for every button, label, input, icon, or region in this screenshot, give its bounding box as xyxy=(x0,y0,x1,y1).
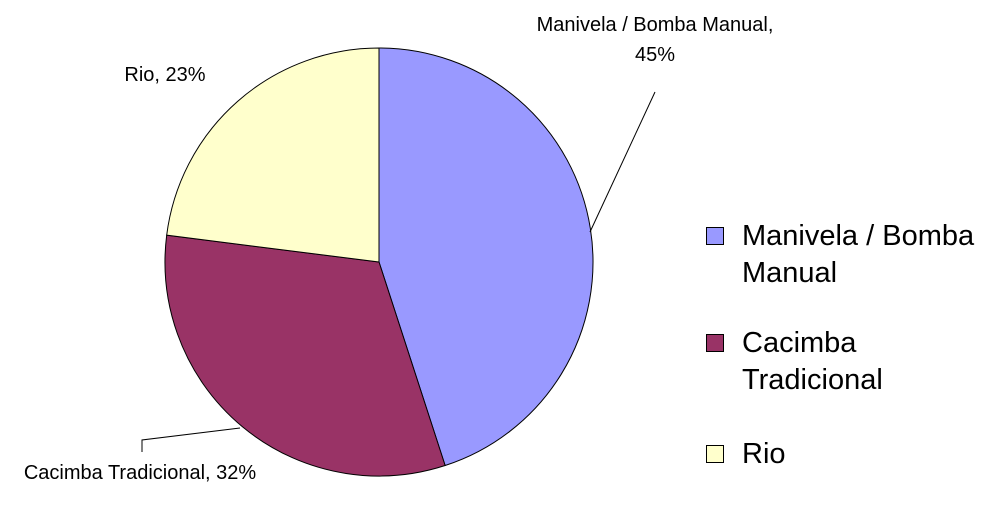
data-label: Manivela / Bomba Manual, 45% xyxy=(536,14,774,66)
data-label: Cacimba Tradicional, 32% xyxy=(23,462,257,484)
pie xyxy=(164,47,594,477)
legend-item: Cacimba Tradicional xyxy=(706,325,976,399)
legend-swatch xyxy=(706,334,724,352)
legend-label: Manivela / Bomba Manual xyxy=(742,220,975,289)
data-label: Rio, 23% xyxy=(124,64,206,86)
leader-line xyxy=(589,91,656,233)
pie-slice xyxy=(164,234,446,477)
legend-swatch xyxy=(706,445,724,463)
legend-label: Rio xyxy=(742,438,786,470)
legend-label: Cacimba Tradicional xyxy=(742,327,883,396)
legend-swatch xyxy=(706,227,724,245)
pie-slice xyxy=(378,47,594,467)
legend-item: Rio xyxy=(706,436,976,473)
leader-line xyxy=(141,427,241,452)
legend-item: Manivela / Bomba Manual xyxy=(706,218,976,292)
pie-slice xyxy=(166,47,380,263)
